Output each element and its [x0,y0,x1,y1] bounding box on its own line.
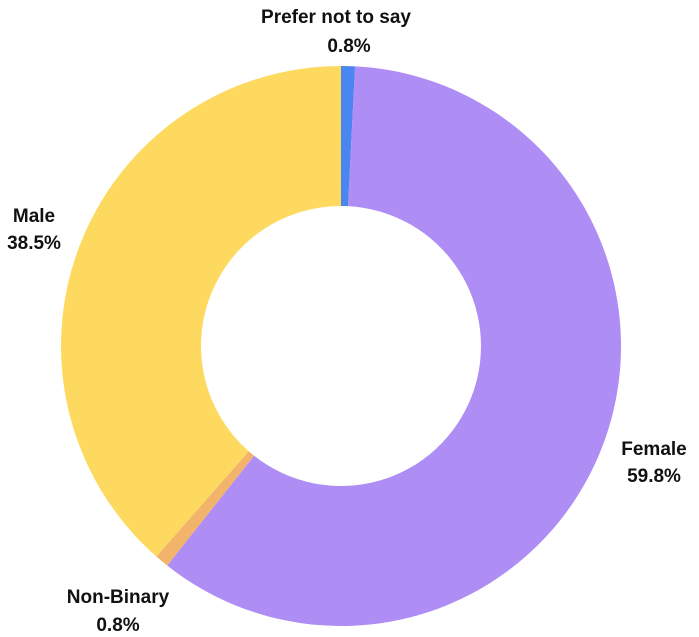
label-prefer-not-to-say-value: 0.8% [327,36,370,57]
label-male-value: 38.5% [7,233,61,254]
label-non-binary-value: 0.8% [96,615,139,636]
label-prefer-not-to-say-name: Prefer not to say [261,7,411,28]
label-non-binary-name: Non-Binary [67,587,170,608]
label-male-name: Male [13,206,55,227]
slice-prefer-not-to-say [341,66,356,207]
donut-slices [60,66,621,627]
label-female-name: Female [621,439,686,460]
label-female-value: 59.8% [627,466,681,487]
slice-non-binary [156,451,255,566]
slice-male [60,66,341,557]
slice-female [167,66,621,627]
